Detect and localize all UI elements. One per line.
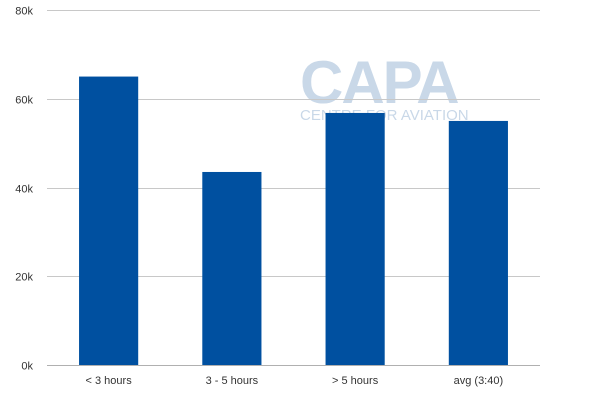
x-axis-ticks: < 3 hours 3 - 5 hours > 5 hours avg (3:40) [86,375,504,387]
y-tick-label: 80k [15,6,33,18]
bar [325,112,385,365]
x-tick-label: > 5 hours [332,375,379,387]
x-tick-label: 3 - 5 hours [206,375,259,387]
watermark-logo: CAPA [300,49,458,116]
x-tick-label: avg (3:40) [454,375,504,387]
y-axis-ticks: 0k 20k 40k 60k 80k [15,6,33,373]
capa-watermark: CAPA CENTRE FOR AVIATION [300,49,469,124]
y-tick-label: 20k [15,272,33,284]
y-tick-label: 0k [21,361,33,373]
x-tick-label: < 3 hours [86,375,133,387]
y-tick-label: 60k [15,95,33,107]
bar [202,171,262,365]
bar [79,76,139,365]
bars [79,76,508,365]
bar [448,120,508,365]
y-tick-label: 40k [15,184,33,196]
